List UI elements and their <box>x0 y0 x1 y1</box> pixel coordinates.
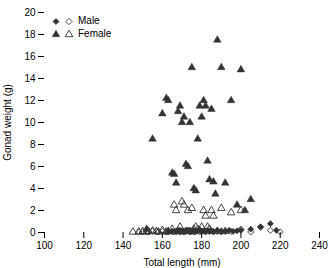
svg-text:6: 6 <box>30 161 36 172</box>
svg-text:200: 200 <box>233 240 250 251</box>
svg-text:Gonad weight (g): Gonad weight (g) <box>2 84 13 161</box>
svg-text:8: 8 <box>30 139 36 150</box>
svg-text:220: 220 <box>272 240 289 251</box>
svg-text:100: 100 <box>36 240 53 251</box>
svg-text:18: 18 <box>24 29 36 40</box>
svg-text:Total length (mm): Total length (mm) <box>143 257 220 268</box>
svg-text:16: 16 <box>24 51 36 62</box>
svg-text:160: 160 <box>154 240 171 251</box>
svg-text:240: 240 <box>311 240 328 251</box>
svg-text:10: 10 <box>24 117 36 128</box>
svg-text:14: 14 <box>24 73 36 84</box>
svg-text:0: 0 <box>30 227 36 238</box>
svg-text:12: 12 <box>24 95 36 106</box>
svg-text:140: 140 <box>115 240 132 251</box>
svg-text:180: 180 <box>193 240 210 251</box>
svg-text:120: 120 <box>75 240 92 251</box>
html-text:Male: Male <box>78 15 100 26</box>
html-text:Female: Female <box>78 28 112 39</box>
svg-text:2: 2 <box>30 205 36 216</box>
svg-text:4: 4 <box>30 183 36 194</box>
svg-text:20: 20 <box>24 7 36 18</box>
